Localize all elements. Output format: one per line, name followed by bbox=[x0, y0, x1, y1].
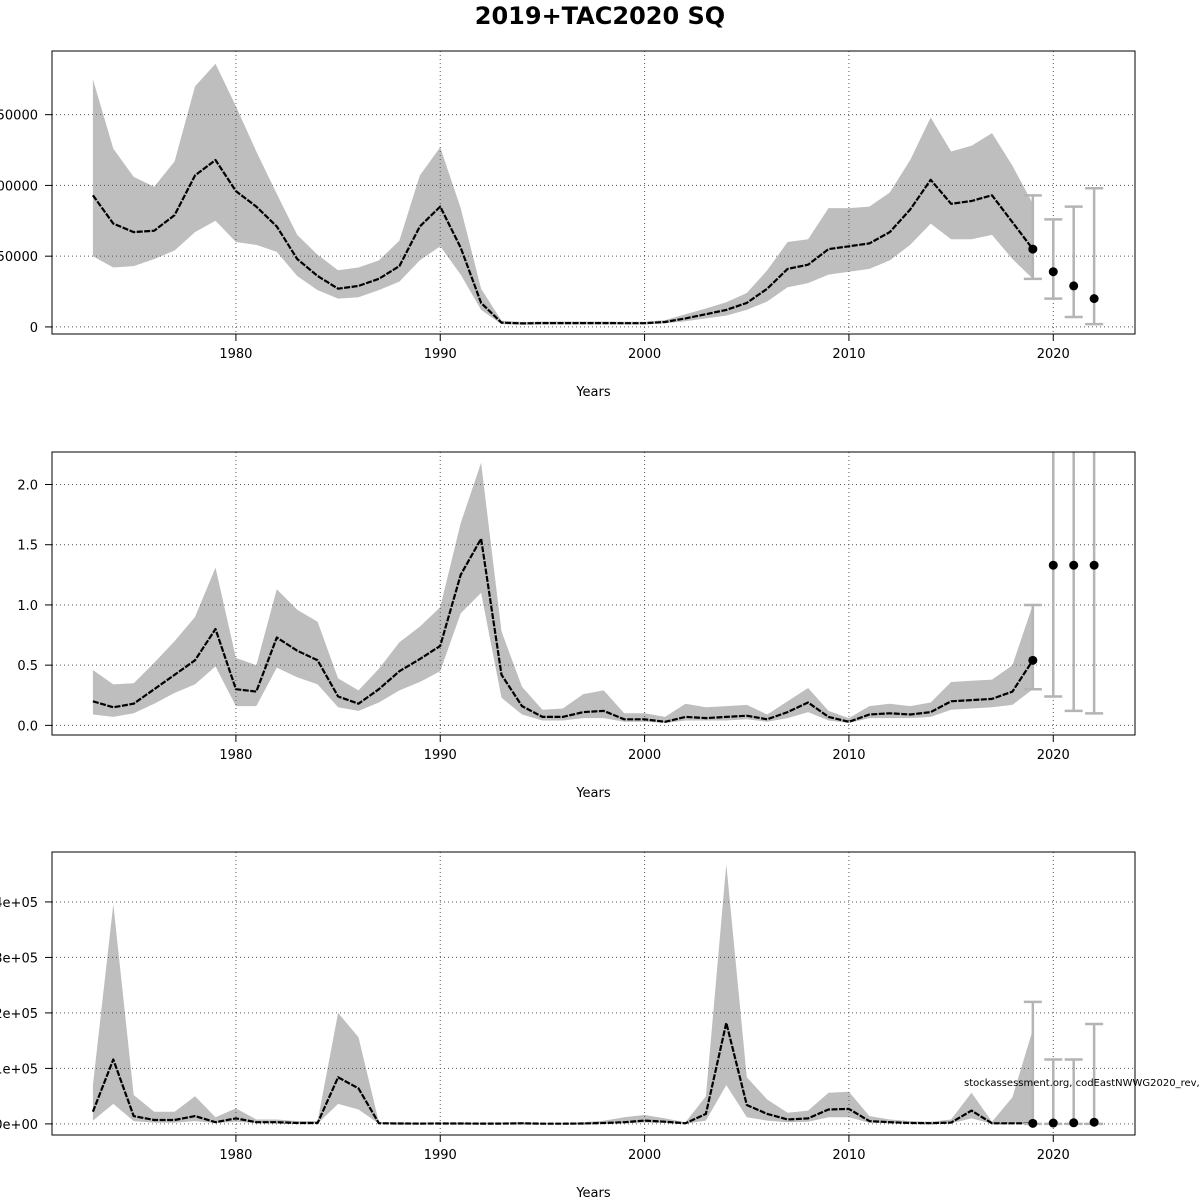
bottom-y-tick-label: 3e+05 bbox=[0, 951, 38, 966]
figure-title: 2019+TAC2020 SQ bbox=[475, 2, 725, 30]
panel-bottom: 1980 1990 2000 2010 2020 0e+00 1e+05 2e+05 3e+05… bbox=[0, 851, 1136, 1200]
bottom-x-tick-label: 1990 bbox=[424, 1148, 457, 1163]
top-x-tick-label: 2000 bbox=[628, 347, 661, 362]
top-x-axis-title: Years bbox=[575, 385, 611, 400]
middle-confidence-band bbox=[92, 462, 1033, 723]
top-y-tick-label: 0 bbox=[30, 321, 38, 336]
top-y-tick-label: 150000 bbox=[0, 109, 38, 124]
top-y-tick-label: 100000 bbox=[0, 179, 38, 194]
middle-y-tick-label: 1.5 bbox=[17, 539, 38, 554]
bottom-estimate-line bbox=[91, 1021, 1033, 1125]
middle-estimate-line bbox=[92, 537, 1034, 723]
bottom-y-tick-label: 2e+05 bbox=[0, 1007, 38, 1022]
panel-top: 1980 1990 2000 2010 2020 0 50000 100000 150000 Ye… bbox=[0, 50, 1136, 400]
bottom-x-axis-title: Years bbox=[575, 1186, 611, 1200]
bottom-y-tick-label: 1e+05 bbox=[0, 1062, 38, 1077]
bottom-y-tick-label: 4e+05 bbox=[0, 896, 38, 911]
top-x-tick-label: 2020 bbox=[1037, 347, 1070, 362]
bottom-projection-point bbox=[1028, 1118, 1038, 1128]
bottom-x-tick-label: 2000 bbox=[628, 1148, 661, 1163]
middle-projection-point bbox=[1089, 560, 1099, 570]
top-projection-point bbox=[1048, 267, 1058, 277]
credit-note: stockassessment.org, codEastNWWG2020_rev… bbox=[964, 1078, 1200, 1089]
top-x-tick-label: 1980 bbox=[219, 347, 252, 362]
bottom-confidence-band bbox=[92, 864, 1033, 1124]
top-x-tick-label: 1990 bbox=[424, 347, 457, 362]
top-projection-point bbox=[1089, 294, 1099, 304]
top-projection-point bbox=[1028, 244, 1038, 254]
bottom-plot-frame bbox=[51, 851, 1136, 1136]
bottom-x-tick-label: 2020 bbox=[1037, 1148, 1070, 1163]
middle-x-tick-label: 2010 bbox=[832, 748, 865, 763]
middle-x-tick-label: 2020 bbox=[1037, 748, 1070, 763]
panel-middle: 1980 1990 2000 2010 2020 0.0 0.5 1.0 1.5 2.0 Years bbox=[17, 451, 1136, 801]
middle-y-tick-label: 0.0 bbox=[17, 719, 38, 734]
middle-y-tick-label: 0.5 bbox=[17, 659, 38, 674]
middle-x-tick-label: 2000 bbox=[628, 748, 661, 763]
middle-y-tick-label: 2.0 bbox=[17, 479, 38, 494]
middle-projection-point bbox=[1069, 560, 1079, 570]
bottom-x-tick-label: 1980 bbox=[219, 1148, 252, 1163]
middle-x-tick-label: 1980 bbox=[219, 748, 252, 763]
top-plot-frame bbox=[51, 50, 1136, 335]
top-x-tick-label: 2010 bbox=[832, 347, 865, 362]
top-y-tick-label: 50000 bbox=[0, 250, 38, 265]
top-projection-point bbox=[1069, 281, 1079, 291]
middle-y-tick-label: 1.0 bbox=[17, 599, 38, 614]
middle-projection-point bbox=[1048, 560, 1058, 570]
top-estimate-line bbox=[92, 158, 1034, 325]
middle-x-axis-title: Years bbox=[575, 786, 611, 801]
bottom-projection-point bbox=[1048, 1118, 1058, 1128]
bottom-x-tick-label: 2010 bbox=[832, 1148, 865, 1163]
bottom-projection-point bbox=[1069, 1118, 1079, 1128]
middle-projection-point bbox=[1028, 655, 1038, 665]
bottom-projection-point bbox=[1089, 1117, 1099, 1127]
bottom-y-tick-label: 0e+00 bbox=[0, 1118, 38, 1133]
middle-plot-frame bbox=[51, 451, 1136, 736]
middle-x-tick-label: 1990 bbox=[424, 748, 457, 763]
top-confidence-band bbox=[92, 63, 1033, 325]
